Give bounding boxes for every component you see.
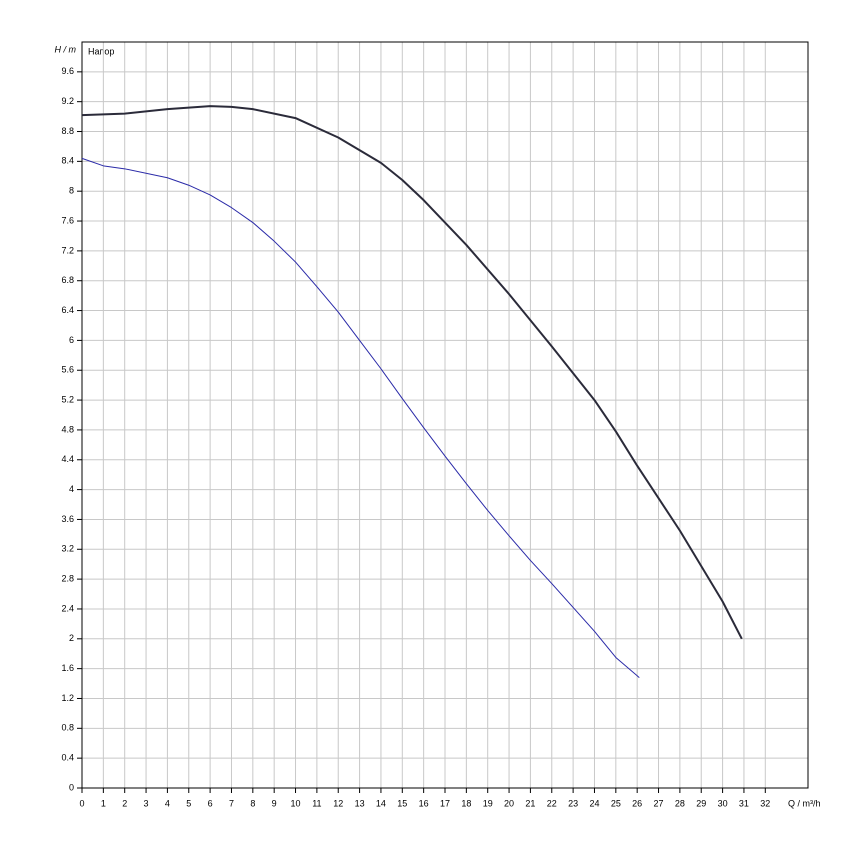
y-tick-label: 1.2 bbox=[61, 693, 74, 703]
x-tick-label: 11 bbox=[312, 798, 321, 808]
y-tick-label: 8.4 bbox=[61, 156, 74, 166]
x-tick-label: 0 bbox=[79, 798, 84, 808]
x-tick-label: 1 bbox=[101, 798, 106, 808]
y-tick-label: 6.4 bbox=[61, 305, 74, 315]
y-tick-label: 4.8 bbox=[61, 424, 74, 434]
curve bbox=[81, 105, 743, 640]
x-tick-label: 15 bbox=[397, 798, 407, 808]
x-tick-label: 25 bbox=[611, 798, 621, 808]
y-tick-label: 0.4 bbox=[61, 753, 74, 763]
y-tick-label: 2 bbox=[69, 633, 74, 643]
x-tick-label: 10 bbox=[291, 798, 301, 808]
y-tick-label: 7.6 bbox=[61, 215, 74, 225]
y-tick-label: 4 bbox=[69, 484, 74, 494]
x-tick-label: 32 bbox=[760, 798, 770, 808]
y-tick-label: 5.6 bbox=[61, 365, 74, 375]
x-tick-label: 21 bbox=[525, 798, 535, 808]
x-tick-label: 13 bbox=[355, 798, 365, 808]
x-tick-label: 8 bbox=[250, 798, 255, 808]
y-tick-label: 6.8 bbox=[61, 275, 74, 285]
x-tick-label: 6 bbox=[208, 798, 213, 808]
x-tick-label: 18 bbox=[461, 798, 471, 808]
x-tick-label: 12 bbox=[333, 798, 343, 808]
x-tick-label: 17 bbox=[440, 798, 450, 808]
x-tick-label: 22 bbox=[547, 798, 557, 808]
annotation: Напор bbox=[88, 46, 114, 56]
y-tick-label: 2.8 bbox=[61, 573, 74, 583]
x-tick-label: 14 bbox=[376, 798, 386, 808]
plot-frame bbox=[81, 41, 809, 789]
curve bbox=[81, 157, 640, 678]
y-tick-label: 7.2 bbox=[61, 245, 74, 255]
y-tick-label: 3.2 bbox=[61, 544, 74, 554]
x-tick-label: 7 bbox=[229, 798, 234, 808]
x-tick-label: 5 bbox=[186, 798, 191, 808]
x-tick-label: 26 bbox=[632, 798, 642, 808]
x-tick-label: 23 bbox=[568, 798, 578, 808]
x-tick-label: 2 bbox=[122, 798, 127, 808]
x-tick-label: 27 bbox=[654, 798, 664, 808]
y-tick-label: 3.6 bbox=[61, 514, 74, 524]
x-tick-label: 20 bbox=[504, 798, 514, 808]
x-tick-label: 24 bbox=[589, 798, 599, 808]
x-tick-label: 29 bbox=[696, 798, 706, 808]
y-tick-label: 5.2 bbox=[61, 394, 74, 404]
y-tick-label: 6 bbox=[69, 335, 74, 345]
x-tick-label: 4 bbox=[165, 798, 170, 808]
y-tick-label: 9.2 bbox=[61, 96, 74, 106]
y-tick-label: 0 bbox=[69, 782, 74, 792]
y-tick-label: 2.4 bbox=[61, 603, 74, 613]
y-tick-label: 8 bbox=[69, 186, 74, 196]
x-tick-label: 16 bbox=[419, 798, 429, 808]
x-tick-label: 31 bbox=[739, 798, 749, 808]
x-tick-label: 28 bbox=[675, 798, 685, 808]
x-tick-label: 30 bbox=[718, 798, 728, 808]
y-axis-label: H / m bbox=[55, 44, 77, 54]
y-tick-label: 4.4 bbox=[61, 454, 74, 464]
y-tick-label: 0.8 bbox=[61, 723, 74, 733]
y-tick-label: 8.8 bbox=[61, 126, 74, 136]
y-tick-label: 9.6 bbox=[61, 66, 74, 76]
x-tick-label: 19 bbox=[483, 798, 493, 808]
y-tick-label: 1.6 bbox=[61, 663, 74, 673]
x-tick-label: 9 bbox=[272, 798, 277, 808]
x-tick-label: 3 bbox=[144, 798, 149, 808]
x-axis-label: Q / m³/h bbox=[788, 798, 821, 808]
